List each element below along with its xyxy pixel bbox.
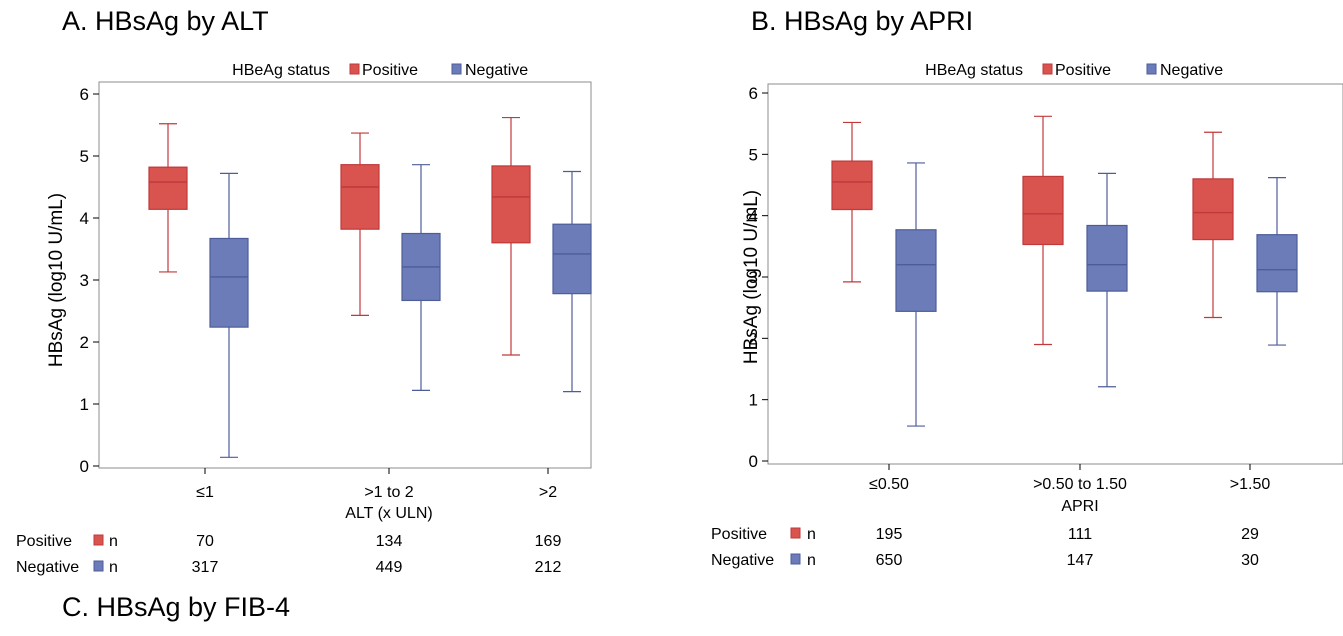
- legend-swatch-negative: [451, 63, 462, 75]
- y-axis-label: HBsAg (log10 U/mL): [741, 190, 762, 364]
- panel-c-heading: C. HBsAg by FIB-4: [62, 592, 291, 622]
- count-value: 169: [535, 533, 562, 550]
- count-value: 147: [1067, 552, 1094, 569]
- y-tick-label: 1: [749, 391, 758, 410]
- y-tick-label: 3: [749, 268, 758, 287]
- count-value: 134: [376, 533, 403, 550]
- y-tick-label: 6: [80, 85, 89, 104]
- count-n-label: n: [807, 526, 816, 543]
- count-row-label: Positive: [711, 526, 767, 543]
- box-iqr: [148, 166, 188, 210]
- count-value: 317: [192, 559, 219, 576]
- box-iqr: [340, 164, 380, 230]
- box-iqr: [1256, 234, 1298, 293]
- y-tick-label: 4: [80, 209, 89, 228]
- box-negative-0: [895, 162, 937, 427]
- plot-frame: [767, 83, 1343, 465]
- count-row-label: Negative: [711, 552, 774, 569]
- counts-table: Positive n 70 134 169 Negative n 317 449 212: [16, 533, 561, 576]
- counts-table: Positive n 195 111 29 Negative n 650 147 30: [711, 526, 1259, 569]
- plot-frame: [98, 81, 592, 469]
- box-positive-0: [148, 123, 188, 273]
- y-tick-label: 6: [749, 84, 758, 103]
- y-axis: 0 1 2 3 4 5 6 HBsAg (log10 U/mL): [46, 85, 99, 476]
- count-row-swatch: [93, 560, 104, 572]
- box-negative-1: [401, 164, 441, 391]
- legend-label-negative: Negative: [1160, 62, 1223, 79]
- x-axis-label: APRI: [1061, 498, 1098, 515]
- chart-title: A. HBsAg by ALT: [62, 6, 269, 36]
- y-tick-label: 2: [749, 329, 758, 348]
- x-axis: ≤1 >1 to 2 >2 ALT (x ULN): [196, 468, 557, 522]
- x-axis-label: ALT (x ULN): [345, 505, 432, 522]
- box-iqr: [491, 165, 531, 244]
- legend-label-positive: Positive: [1055, 62, 1111, 79]
- chart-panel-0: A. HBsAg by ALT HBeAg status Positive Negat…: [16, 6, 592, 576]
- box-iqr: [1086, 224, 1128, 292]
- x-axis: ≤0.50 >0.50 to 1.50 >1.50 APRI: [869, 464, 1270, 515]
- box-iqr: [1192, 178, 1234, 241]
- x-tick-label: >1 to 2: [364, 484, 413, 501]
- count-row-swatch: [93, 534, 104, 546]
- legend: HBeAg status Positive Negative: [232, 62, 528, 79]
- x-tick-label: >1.50: [1230, 476, 1271, 493]
- legend: HBeAg status Positive Negative: [925, 62, 1223, 79]
- box-iqr: [1022, 175, 1064, 246]
- count-value: 195: [876, 526, 903, 543]
- box-negative-1: [1086, 172, 1128, 388]
- count-n-label: n: [109, 533, 118, 550]
- legend-label-positive: Positive: [362, 62, 418, 79]
- box-positive-2: [1192, 131, 1234, 319]
- chart-title: B. HBsAg by APRI: [751, 6, 973, 36]
- legend-swatch-positive: [349, 63, 360, 75]
- count-value: 29: [1241, 526, 1259, 543]
- box-iqr: [895, 229, 937, 312]
- box-iqr: [552, 223, 592, 295]
- legend-title: HBeAg status: [925, 62, 1023, 79]
- y-axis: 0 1 2 3 4 5 6 HBsAg (log10 U/mL): [741, 84, 768, 471]
- legend-swatch-positive: [1042, 63, 1053, 75]
- box-negative-2: [1256, 177, 1298, 346]
- box-positive-2: [491, 116, 531, 356]
- count-value: 30: [1241, 552, 1259, 569]
- y-tick-label: 3: [80, 271, 89, 290]
- y-tick-label: 4: [749, 207, 758, 226]
- chart-panel-1: B. HBsAg by APRI HBeAg status Positive Nega…: [711, 6, 1343, 569]
- box-positive-1: [1022, 115, 1064, 346]
- y-tick-label: 0: [80, 457, 89, 476]
- box-iqr: [831, 160, 873, 211]
- y-tick-label: 1: [80, 395, 89, 414]
- count-row-swatch: [790, 527, 801, 539]
- legend-title: HBeAg status: [232, 62, 330, 79]
- y-tick-label: 5: [749, 145, 758, 164]
- count-value: 212: [535, 559, 562, 576]
- x-tick-label: ≤0.50: [869, 476, 909, 493]
- count-row-label: Positive: [16, 533, 72, 550]
- box-negative-0: [209, 172, 249, 458]
- count-value: 111: [1068, 526, 1092, 543]
- legend-swatch-negative: [1146, 63, 1157, 75]
- count-value: 449: [376, 559, 403, 576]
- box-positive-1: [340, 132, 380, 316]
- count-value: 70: [196, 533, 214, 550]
- y-axis-label: HBsAg (log10 U/mL): [46, 193, 67, 367]
- count-row-swatch: [790, 553, 801, 565]
- count-value: 650: [876, 552, 903, 569]
- x-tick-label: >0.50 to 1.50: [1033, 476, 1127, 493]
- x-tick-label: >2: [539, 484, 557, 501]
- x-tick-label: ≤1: [196, 484, 214, 501]
- box-iqr: [209, 237, 249, 328]
- box-positive-0: [831, 121, 873, 283]
- legend-label-negative: Negative: [465, 62, 528, 79]
- count-n-label: n: [109, 559, 118, 576]
- count-n-label: n: [807, 552, 816, 569]
- y-tick-label: 0: [749, 452, 758, 471]
- y-tick-label: 2: [80, 333, 89, 352]
- y-tick-label: 5: [80, 147, 89, 166]
- count-row-label: Negative: [16, 559, 79, 576]
- box-negative-2: [552, 170, 592, 393]
